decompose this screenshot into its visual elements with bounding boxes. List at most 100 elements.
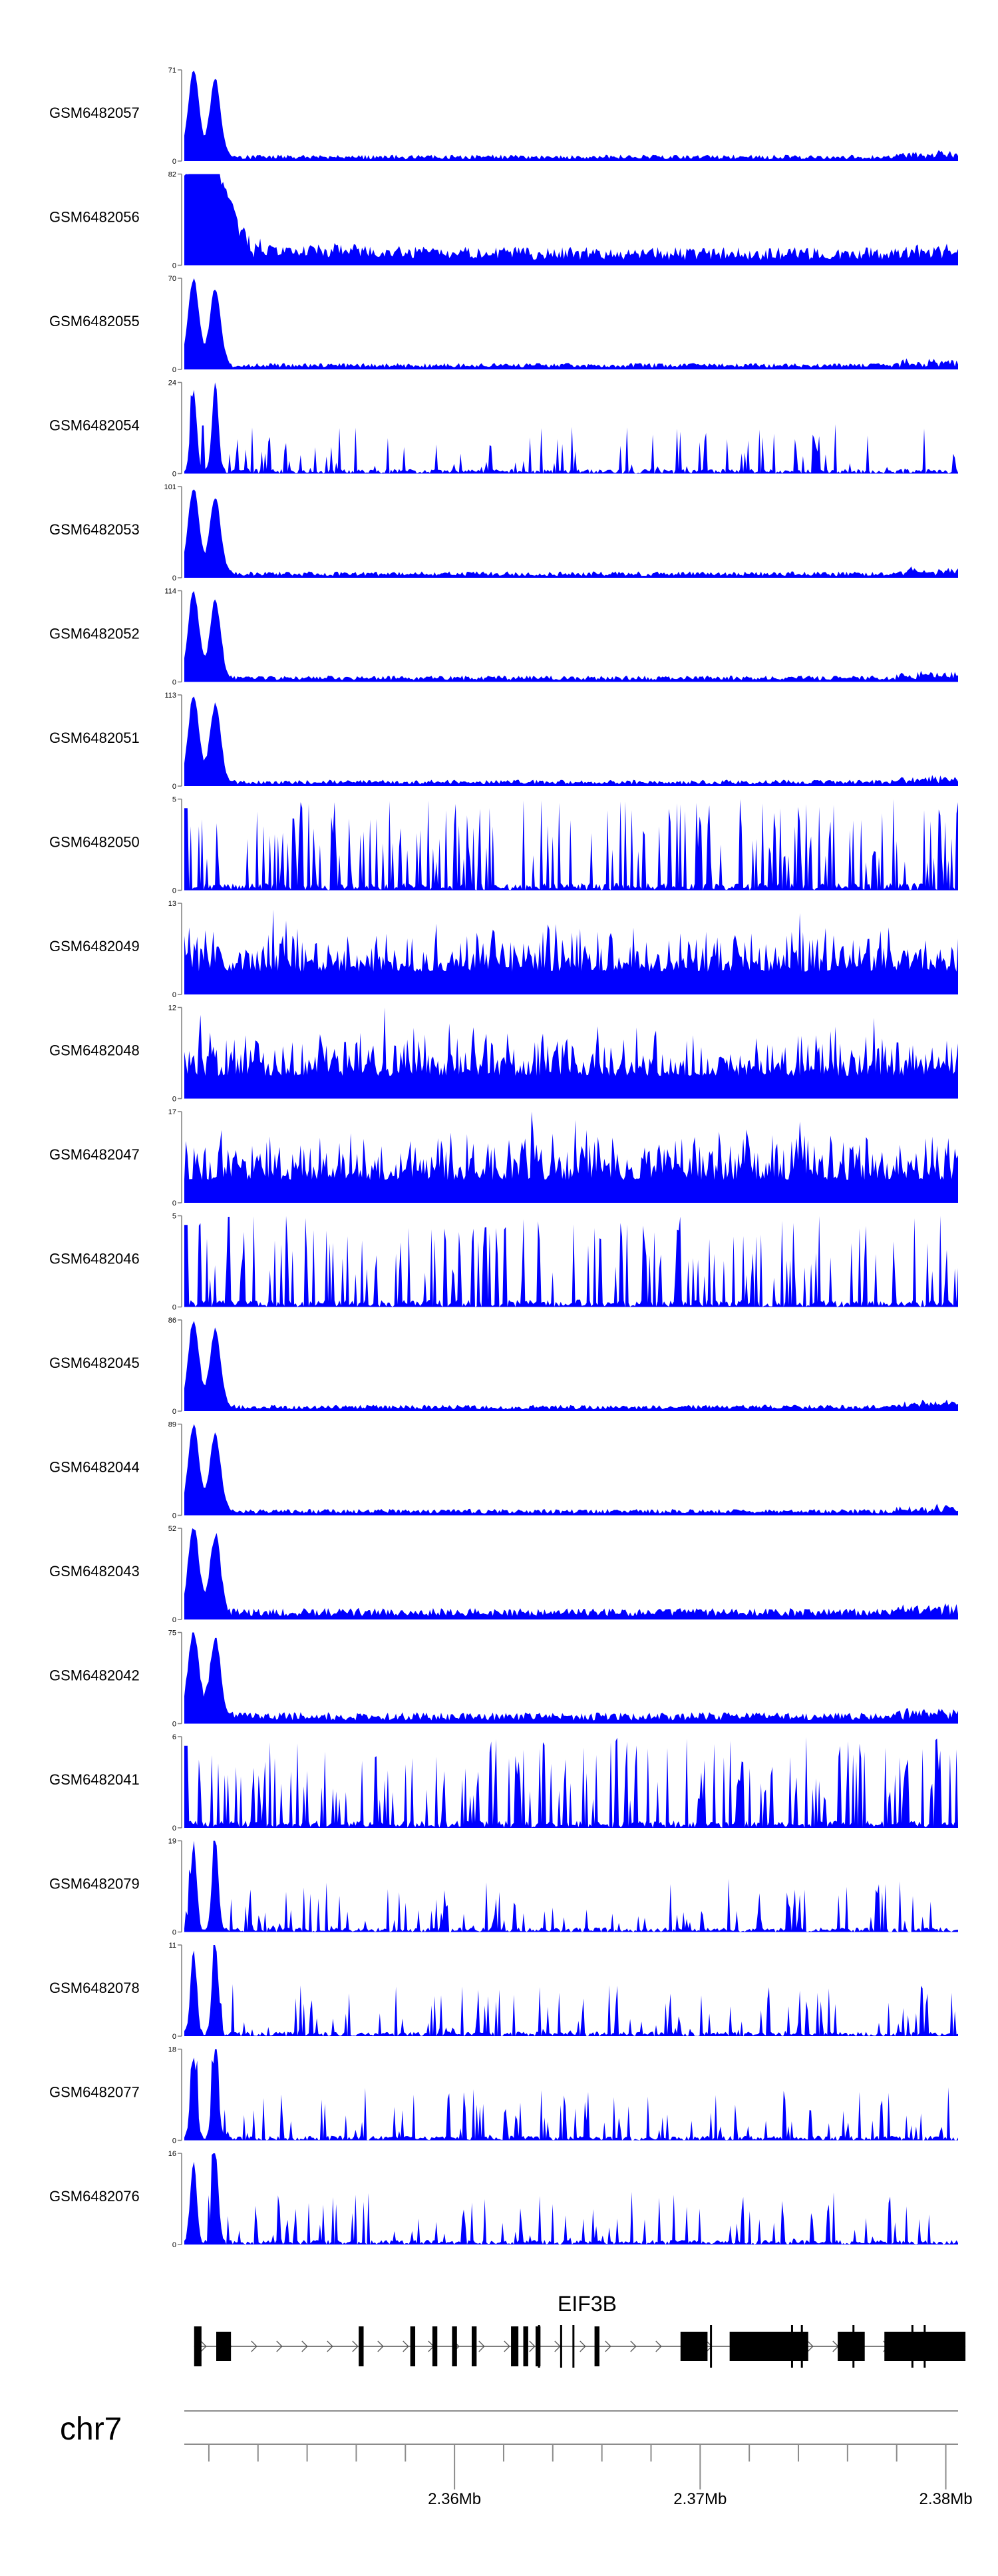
coverage-area <box>184 278 958 369</box>
track-ymin-label: 0 <box>172 2033 176 2041</box>
track-ymin-label: 0 <box>172 1825 176 1832</box>
strand-arrow-icon <box>504 2340 510 2352</box>
track-label: GSM6482055 <box>49 313 140 329</box>
exon-block <box>838 2332 865 2361</box>
exon-block <box>800 2325 803 2368</box>
exon-block <box>572 2325 575 2368</box>
track-GSM6482052: GSM6482052 114 0 <box>49 588 958 687</box>
strand-arrow-icon <box>478 2340 485 2352</box>
track-ymin-label: 0 <box>172 991 176 999</box>
track-ymin-label: 0 <box>172 1304 176 1312</box>
exon-block <box>729 2332 808 2361</box>
track-ymin-label: 0 <box>172 366 176 374</box>
strand-arrow-icon <box>807 2340 814 2352</box>
track-label: GSM6482054 <box>49 417 140 434</box>
axis-tick-label: 2.37Mb <box>673 2490 727 2508</box>
track-ymax-label: 114 <box>164 588 176 596</box>
track-ymax-label: 19 <box>168 1838 176 1846</box>
track-ymin-label: 0 <box>172 1929 176 1937</box>
coverage-area <box>184 909 958 994</box>
strand-arrow-icon <box>605 2340 611 2352</box>
coverage-area <box>184 382 958 474</box>
track-GSM6482044: GSM6482044 89 0 <box>49 1421 958 1520</box>
track-GSM6482076: GSM6482076 16 0 <box>49 2150 958 2249</box>
track-ymax-label: 24 <box>168 379 176 387</box>
track-ymin-label: 0 <box>172 887 176 895</box>
track-GSM6482054: GSM6482054 24 0 <box>49 379 958 479</box>
exon-block <box>560 2325 562 2368</box>
track-ymax-label: 13 <box>168 900 176 908</box>
track-ymin-label: 0 <box>172 783 176 791</box>
track-GSM6482046: GSM6482046 5 0 <box>49 1213 958 1312</box>
track-GSM6482043: GSM6482043 52 0 <box>49 1525 958 1624</box>
genome-axis-track: chr7 2.36Mb 2.37Mb 2.38Mb <box>60 2410 973 2508</box>
exon-block <box>523 2326 528 2366</box>
track-ymax-label: 82 <box>168 171 176 179</box>
track-label: GSM6482051 <box>49 730 140 746</box>
gene-model-track: EIF3B <box>194 2292 966 2368</box>
track-ymax-label: 12 <box>168 1004 176 1012</box>
track-GSM6482051: GSM6482051 113 0 <box>49 692 958 791</box>
strand-arrow-icon <box>251 2340 257 2352</box>
exon-block <box>538 2325 540 2368</box>
track-ymax-label: 18 <box>168 2046 176 2054</box>
track-GSM6482050: GSM6482050 5 0 <box>49 796 958 895</box>
track-ymin-label: 0 <box>172 1721 176 1729</box>
coverage-area <box>184 71 958 161</box>
track-ymin-label: 0 <box>172 262 176 270</box>
track-label: GSM6482041 <box>49 1771 140 1788</box>
exon-block <box>594 2326 599 2366</box>
exon-block <box>790 2325 793 2368</box>
exon-block <box>911 2325 914 2368</box>
strand-arrow-icon <box>655 2340 662 2352</box>
coverage-area <box>184 1424 958 1516</box>
strand-arrow-icon <box>580 2340 586 2352</box>
track-GSM6482048: GSM6482048 12 0 <box>49 1004 958 1104</box>
strand-arrow-icon <box>630 2340 637 2352</box>
track-label: GSM6482076 <box>49 2188 140 2205</box>
track-ymax-label: 16 <box>168 2150 176 2158</box>
coverage-area <box>184 2153 958 2245</box>
coverage-area <box>184 1215 958 1307</box>
track-GSM6482078: GSM6482078 11 0 <box>49 1942 958 2041</box>
track-ymin-label: 0 <box>172 2137 176 2145</box>
chromosome-label: chr7 <box>60 2412 122 2447</box>
coverage-area <box>184 1632 958 1724</box>
strand-arrow-icon <box>327 2340 333 2352</box>
track-ymin-label: 0 <box>172 1199 176 1207</box>
strand-arrow-icon <box>377 2340 384 2352</box>
strand-arrow-icon <box>403 2340 409 2352</box>
track-ymax-label: 71 <box>168 67 176 75</box>
track-ymin-label: 0 <box>172 158 176 166</box>
track-GSM6482055: GSM6482055 70 0 <box>49 275 958 374</box>
track-label: GSM6482079 <box>49 1876 140 1892</box>
track-GSM6482042: GSM6482042 75 0 <box>49 1629 958 1729</box>
coverage-tracks: GSM6482057710GSM6482056820GSM6482055700G… <box>49 67 958 2249</box>
exon-block <box>710 2325 713 2368</box>
track-ymin-label: 0 <box>172 2241 176 2249</box>
exon-block <box>923 2325 926 2368</box>
track-ymax-label: 5 <box>172 796 176 804</box>
track-ymax-label: 5 <box>172 1213 176 1221</box>
coverage-area <box>184 489 958 578</box>
track-ymin-label: 0 <box>172 1512 176 1520</box>
track-ymax-label: 11 <box>169 1942 176 1950</box>
track-label: GSM6482077 <box>49 2084 140 2101</box>
track-GSM6482045: GSM6482045 86 0 <box>49 1317 958 1416</box>
track-ymax-label: 86 <box>168 1317 176 1325</box>
coverage-area <box>184 696 958 786</box>
track-label: GSM6482056 <box>49 209 140 226</box>
track-GSM6482057: GSM6482057 71 0 <box>49 67 958 166</box>
track-label: GSM6482053 <box>49 521 140 538</box>
track-ymax-label: 101 <box>164 483 176 491</box>
track-ymax-label: 70 <box>168 275 176 283</box>
coverage-area <box>184 1840 958 1932</box>
track-ymin-label: 0 <box>172 679 176 687</box>
track-ymax-label: 89 <box>168 1421 176 1429</box>
track-ymax-label: 52 <box>168 1525 176 1533</box>
exon-block <box>432 2326 438 2366</box>
track-label: GSM6482048 <box>49 1042 140 1059</box>
track-ymax-label: 113 <box>164 692 176 700</box>
strand-arrow-icon <box>200 2340 207 2352</box>
